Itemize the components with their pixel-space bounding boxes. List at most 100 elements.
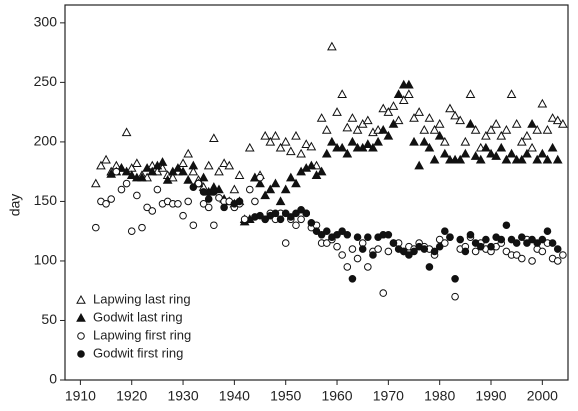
x-tick-label: 1950 — [270, 388, 301, 404]
point — [333, 230, 341, 239]
x-tick-label: 1990 — [475, 388, 506, 404]
point — [220, 203, 228, 212]
point — [501, 124, 512, 134]
point — [414, 160, 425, 170]
point — [516, 154, 527, 164]
point — [378, 103, 389, 113]
point — [244, 142, 255, 152]
point — [327, 41, 337, 51]
point — [439, 148, 450, 158]
point — [188, 166, 199, 176]
point — [364, 233, 372, 241]
legend-marker — [77, 350, 85, 358]
point — [343, 230, 352, 239]
point — [276, 215, 285, 224]
y-axis-label: day — [7, 194, 23, 217]
point — [215, 194, 223, 202]
point — [203, 160, 214, 170]
point — [399, 247, 408, 256]
point — [306, 160, 317, 170]
x-tick-label: 1970 — [373, 388, 404, 404]
point — [261, 215, 269, 224]
point — [198, 172, 209, 182]
point — [512, 251, 521, 259]
point — [425, 263, 434, 271]
point — [102, 200, 110, 208]
point — [291, 130, 301, 140]
point — [547, 142, 558, 152]
point — [506, 89, 517, 98]
point — [255, 178, 265, 188]
point — [347, 113, 358, 122]
point — [112, 167, 121, 176]
legend-label: Godwit first ring — [93, 345, 183, 360]
point — [189, 183, 198, 191]
point — [553, 257, 562, 265]
point — [537, 148, 548, 158]
point — [287, 213, 295, 221]
point — [460, 148, 471, 158]
point — [296, 148, 306, 158]
y-tick-label: 300 — [34, 14, 58, 30]
point — [518, 254, 526, 263]
legend-label: Godwit last ring — [93, 309, 183, 324]
point — [285, 146, 296, 156]
point — [332, 107, 342, 116]
point — [429, 154, 440, 164]
point — [338, 227, 346, 235]
y-tick-label: 200 — [34, 133, 58, 149]
point — [537, 98, 548, 108]
point — [183, 148, 194, 158]
point — [280, 184, 291, 194]
point — [430, 247, 439, 256]
point — [404, 89, 414, 98]
point — [389, 239, 398, 247]
point — [542, 154, 553, 164]
point — [240, 215, 249, 224]
point — [486, 148, 496, 158]
point — [424, 113, 435, 122]
point — [511, 119, 522, 128]
point — [138, 223, 146, 232]
y-tick-label: 100 — [34, 252, 58, 268]
point — [393, 115, 404, 125]
point — [542, 124, 553, 134]
x-tick-label: 1940 — [219, 388, 250, 404]
point — [174, 200, 182, 208]
point — [527, 119, 537, 128]
point — [460, 136, 471, 146]
point — [167, 172, 178, 182]
point — [481, 142, 491, 152]
point — [312, 227, 321, 235]
point — [476, 242, 485, 251]
point — [374, 245, 382, 253]
point — [121, 127, 132, 137]
point — [178, 166, 188, 176]
point — [234, 170, 245, 179]
point — [101, 154, 111, 164]
point — [451, 275, 459, 283]
point — [358, 245, 367, 253]
point — [285, 172, 296, 182]
point — [199, 200, 208, 208]
point — [491, 151, 501, 160]
point — [435, 242, 444, 251]
point — [265, 136, 276, 146]
point — [199, 188, 208, 196]
point — [210, 221, 218, 230]
point — [306, 141, 317, 151]
point — [343, 263, 352, 271]
point — [265, 184, 276, 194]
point — [322, 227, 331, 235]
point — [548, 239, 557, 247]
point — [502, 247, 511, 256]
point — [420, 245, 429, 253]
point — [251, 197, 259, 206]
point — [482, 235, 490, 244]
point — [364, 263, 372, 271]
point — [292, 221, 300, 230]
point — [116, 163, 127, 172]
point — [327, 136, 337, 146]
point — [383, 107, 394, 116]
